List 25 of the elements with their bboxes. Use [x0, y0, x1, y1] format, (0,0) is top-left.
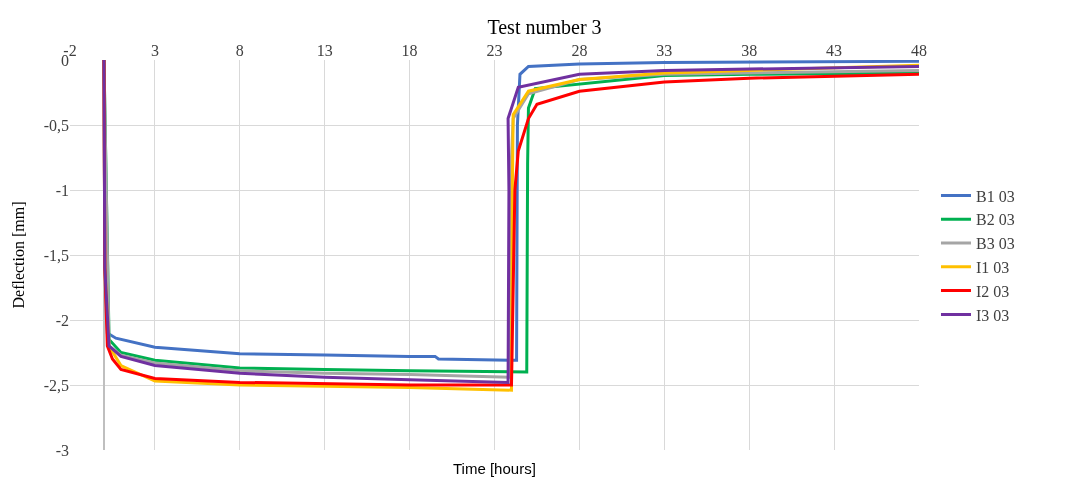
- x-tick-label: 38: [741, 41, 758, 59]
- x-tick-label: 23: [486, 41, 503, 59]
- x-tick-label: 33: [656, 41, 673, 59]
- y-tick-label: -0,5: [43, 116, 69, 134]
- x-tick-label: 13: [316, 41, 333, 59]
- x-axis-title: Time [hours]: [453, 460, 536, 477]
- y-tick-label: -1: [55, 181, 69, 199]
- x-tick-label: 8: [235, 41, 244, 59]
- legend-label: B2 03: [975, 211, 1015, 229]
- y-tick-label: -2,5: [43, 376, 69, 394]
- legend-label: I1 03: [975, 259, 1010, 277]
- x-tick-label: 48: [911, 41, 927, 59]
- y-tick-label: -2: [55, 311, 69, 329]
- x-tick-label: 28: [571, 41, 588, 59]
- legend-label: B1 03: [975, 187, 1015, 205]
- y-tick-label: -1,5: [43, 246, 69, 264]
- y-tick-label: -3: [55, 441, 69, 459]
- legend-label: I2 03: [975, 282, 1010, 300]
- legend-label: B3 03: [975, 235, 1015, 253]
- x-tick-label: 18: [401, 41, 418, 59]
- x-tick-label: 43: [826, 41, 843, 59]
- legend-label: I3 03: [975, 306, 1010, 324]
- y-axis-title: Deflection [mm]: [9, 201, 27, 309]
- chart-title: Test number 3: [487, 15, 602, 38]
- x-tick-label: 3: [150, 41, 159, 59]
